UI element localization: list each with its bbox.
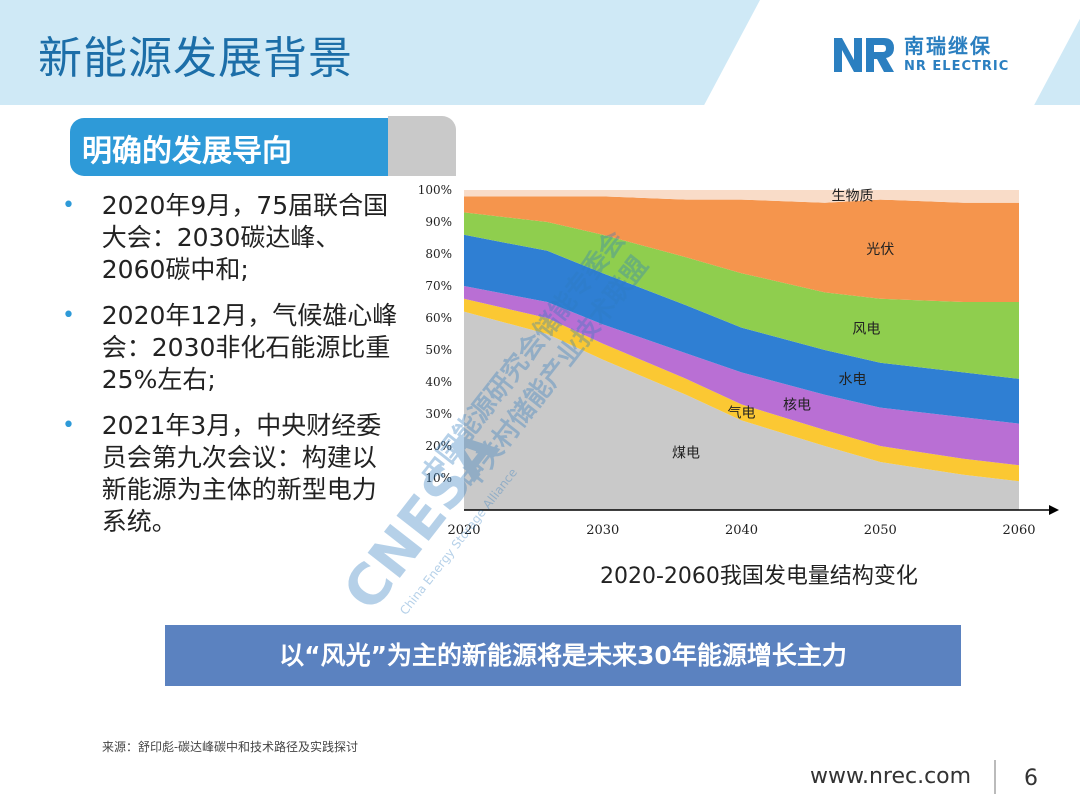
y-tick-label: 20%: [425, 439, 452, 453]
bullet-item: • 2020年9月，75届联合国大会：2030碳达峰、2060碳中和;: [60, 190, 400, 286]
area-series-生物质: [464, 190, 1019, 203]
bullet-text: 2020年9月，75届联合国大会：2030碳达峰、2060碳中和;: [101, 191, 389, 284]
y-tick-label: 30%: [425, 407, 452, 421]
series-label-核电: 核电: [783, 397, 811, 413]
company-logo: 南瑞继保 NR ELECTRIC: [832, 34, 1009, 74]
bullet-dot-icon: •: [62, 193, 75, 218]
x-tick-label: 2040: [725, 523, 758, 538]
x-tick-label: 2060: [1002, 523, 1035, 538]
x-tick-label: 2030: [586, 523, 619, 538]
x-tick-label: 2020: [447, 523, 480, 538]
conclusion-banner: 以“风光”为主的新能源将是未来30年能源增长主力: [165, 625, 961, 686]
x-tick-label: 2050: [864, 523, 897, 538]
footer-divider: [994, 760, 996, 794]
y-tick-label: 100%: [418, 183, 452, 197]
section-label: 明确的发展导向: [82, 134, 292, 169]
bullet-item: • 2020年12月，气候雄心峰会：2030非化石能源比重25%左右;: [60, 300, 400, 396]
footer-url: www.nrec.com: [810, 764, 972, 789]
bullet-list: • 2020年9月，75届联合国大会：2030碳达峰、2060碳中和; • 20…: [60, 190, 400, 552]
series-label-生物质: 生物质: [832, 189, 874, 205]
area-series-煤电: [464, 311, 1019, 510]
generation-structure-chart: 10% 20% 30% 40% 50% 60% 70% 80% 90% 100% 2020 2030 2…: [418, 183, 1059, 538]
banner-text: 以“风光”为主的新能源将是未来30年能源增长主力: [279, 641, 847, 670]
series-label-水电: 水电: [839, 372, 867, 388]
y-tick-label: 10%: [425, 471, 452, 485]
source-note: 来源：舒印彪-碳达峰碳中和技术路径及实践探讨: [102, 740, 359, 754]
series-label-光伏: 光伏: [866, 242, 894, 258]
area-series-光伏: [464, 196, 1019, 302]
series-label-气电: 气电: [728, 405, 756, 421]
series-label-风电: 风电: [852, 321, 880, 337]
area-series-水电: [464, 234, 1019, 424]
bullet-dot-icon: •: [62, 413, 75, 438]
nr-logo-icon: [834, 38, 894, 72]
header-bar: [0, 0, 1080, 105]
y-tick-label: 40%: [425, 375, 452, 389]
y-tick-label: 60%: [425, 311, 452, 325]
x-axis-arrow-icon: [1049, 505, 1059, 515]
page-number: 6: [1024, 766, 1038, 791]
section-tag-gray-block: [388, 116, 456, 176]
area-series-气电: [464, 298, 1019, 482]
y-tick-label: 70%: [425, 279, 452, 293]
bullet-item: • 2021年3月，中央财经委员会第九次会议：构建以新能源为主体的新型电力系统。: [60, 410, 400, 538]
logo-chinese-name: 南瑞继保: [904, 33, 992, 58]
bullet-text: 2021年3月，中央财经委员会第九次会议：构建以新能源为主体的新型电力系统。: [101, 411, 382, 536]
y-tick-label: 50%: [425, 343, 452, 357]
chart-caption: 2020-2060我国发电量结构变化: [600, 564, 918, 589]
bullet-text: 2020年12月，气候雄心峰会：2030非化石能源比重25%左右;: [101, 301, 398, 394]
page-title: 新能源发展背景: [38, 33, 353, 84]
y-tick-label: 90%: [425, 215, 452, 229]
area-series-风电: [464, 212, 1019, 379]
section-tag: [70, 118, 388, 176]
bullet-dot-icon: •: [62, 303, 75, 328]
logo-english-name: NR ELECTRIC: [904, 58, 1010, 74]
y-tick-label: 80%: [425, 247, 452, 261]
area-series-核电: [464, 286, 1019, 466]
series-label-煤电: 煤电: [672, 445, 700, 461]
